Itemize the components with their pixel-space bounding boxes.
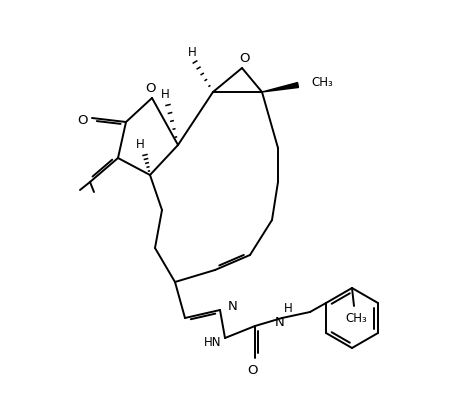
Text: O: O — [77, 114, 87, 126]
Text: HN: HN — [204, 336, 222, 348]
Text: H: H — [136, 138, 144, 152]
Text: CH₃: CH₃ — [311, 76, 333, 90]
Text: O: O — [239, 52, 249, 64]
Text: N: N — [275, 316, 285, 330]
Text: H: H — [160, 88, 170, 102]
Text: H: H — [188, 46, 197, 58]
Text: H: H — [284, 302, 292, 314]
Polygon shape — [262, 82, 298, 92]
Text: O: O — [248, 364, 258, 376]
Text: CH₃: CH₃ — [345, 312, 367, 324]
Text: O: O — [145, 82, 155, 94]
Text: N: N — [228, 300, 238, 312]
